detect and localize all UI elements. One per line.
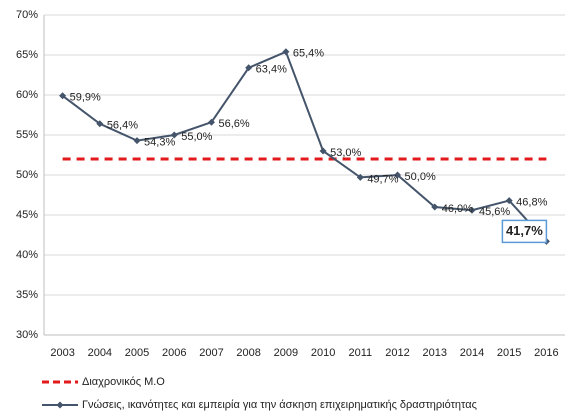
- y-tick-label: 65%: [16, 49, 38, 61]
- x-tick-label: 2014: [460, 347, 484, 359]
- data-label: 65,4%: [293, 48, 324, 60]
- point-marker: [59, 92, 67, 100]
- data-label: 54,3%: [144, 137, 175, 149]
- x-tick-label: 2016: [534, 347, 558, 359]
- label-box: [501, 219, 548, 244]
- data-label: 49,7%: [367, 173, 398, 185]
- data-label: 56,6%: [218, 118, 249, 130]
- point-marker: [468, 206, 476, 214]
- legend-label: Διαχρονικός Μ.Ο: [82, 376, 165, 388]
- data-label: 59,9%: [70, 92, 101, 104]
- x-tick-label: 2010: [311, 347, 335, 359]
- point-marker: [170, 131, 178, 139]
- point-marker: [505, 197, 513, 205]
- x-tick-label: 2005: [125, 347, 149, 359]
- point-marker: [96, 120, 104, 128]
- data-label: 56,4%: [107, 120, 138, 132]
- y-tick-label: 45%: [16, 209, 38, 221]
- y-tick-label: 30%: [16, 329, 38, 341]
- data-label: 55,0%: [181, 131, 212, 143]
- data-label: 53,0%: [330, 147, 361, 159]
- x-tick-label: 2013: [423, 347, 447, 359]
- data-label: 46,0%: [442, 203, 473, 215]
- data-label: 45,6%: [479, 206, 510, 218]
- x-tick-label: 2015: [497, 347, 521, 359]
- point-marker: [133, 137, 141, 145]
- data-label: 63,4%: [256, 64, 287, 76]
- point-marker: [319, 147, 327, 155]
- point-marker: [282, 48, 290, 56]
- x-tick-label: 2007: [199, 347, 223, 359]
- x-tick-label: 2006: [162, 347, 186, 359]
- y-tick-label: 40%: [16, 249, 38, 261]
- x-tick-label: 2012: [385, 347, 409, 359]
- x-tick-label: 2003: [50, 347, 74, 359]
- series-line: [62, 50, 548, 243]
- y-tick-label: 55%: [16, 129, 38, 141]
- data-label: 50,0%: [405, 171, 436, 183]
- x-tick-label: 2004: [88, 347, 112, 359]
- y-tick-label: 70%: [16, 9, 38, 21]
- point-marker: [394, 171, 402, 179]
- point-marker: [245, 64, 253, 72]
- legend-label: Γνώσεις, ικανότητες και εμπειρία για την…: [82, 399, 477, 411]
- point-marker: [356, 173, 364, 181]
- y-tick-label: 35%: [16, 289, 38, 301]
- point-marker: [207, 118, 215, 126]
- data-label: 41,7%: [506, 223, 543, 238]
- x-tick-label: 2008: [236, 347, 260, 359]
- data-label: 46,8%: [516, 197, 547, 209]
- y-tick-label: 60%: [16, 89, 38, 101]
- x-tick-label: 2009: [274, 347, 298, 359]
- y-tick-label: 50%: [16, 169, 38, 181]
- point-marker: [431, 203, 439, 211]
- legend-marker: [56, 401, 64, 409]
- x-tick-label: 2011: [348, 347, 372, 359]
